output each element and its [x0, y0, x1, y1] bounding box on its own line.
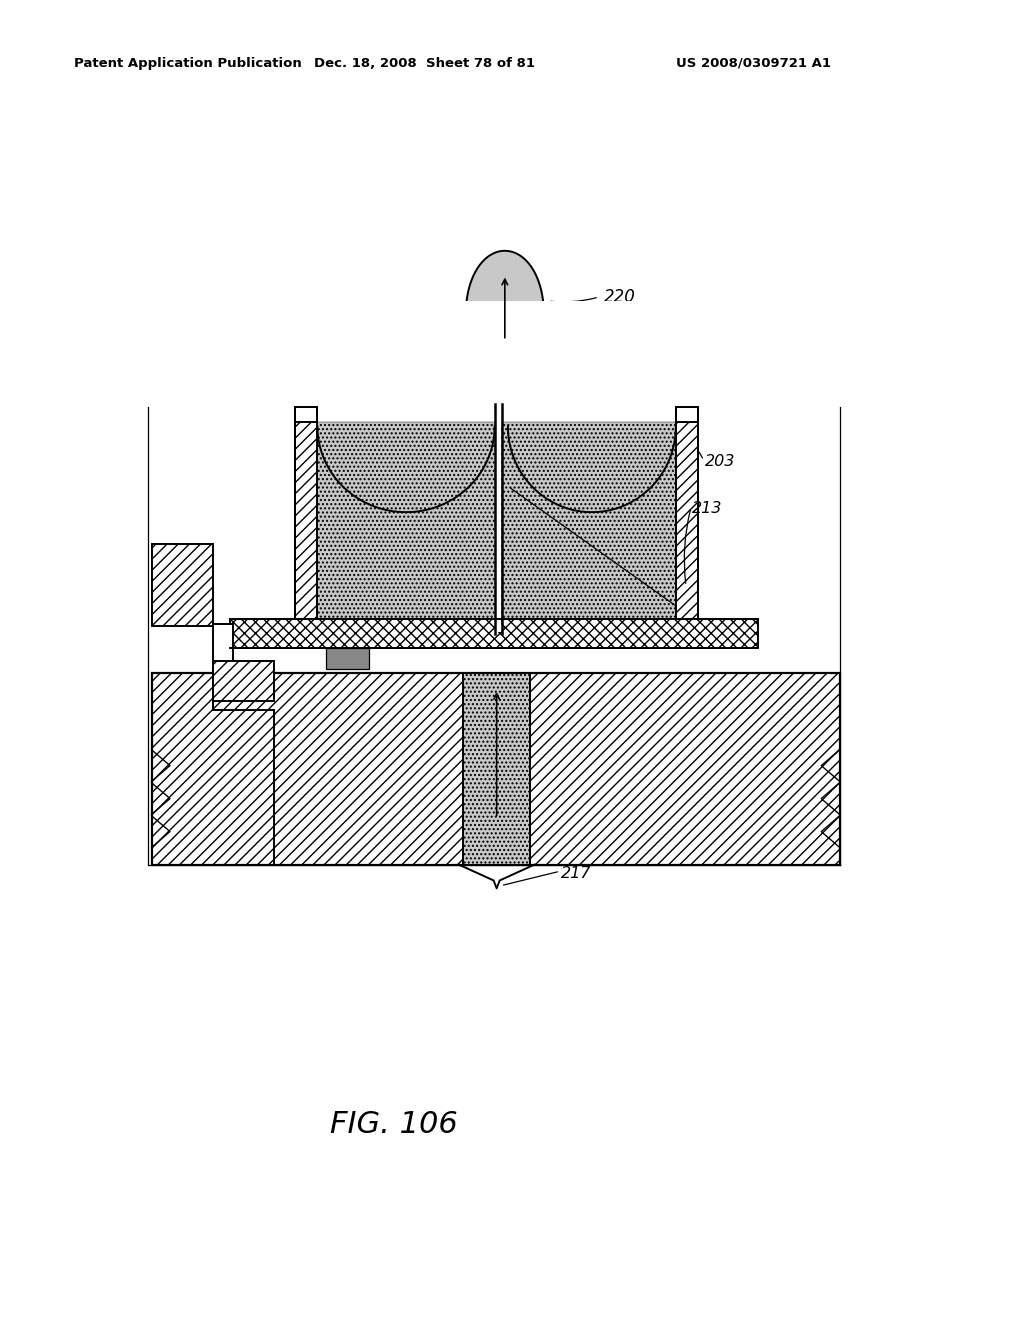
Bar — [295, 301, 750, 407]
Text: Patent Application Publication: Patent Application Publication — [74, 57, 301, 70]
Text: 215: 215 — [442, 374, 473, 388]
Text: 217: 217 — [561, 866, 592, 882]
Bar — [295, 407, 317, 422]
Bar — [213, 661, 274, 701]
Bar — [676, 407, 698, 422]
Bar — [463, 673, 530, 865]
Bar — [676, 407, 698, 422]
Text: US 2008/0309721 A1: US 2008/0309721 A1 — [676, 57, 830, 70]
Text: 222: 222 — [512, 374, 543, 388]
Bar — [213, 624, 233, 701]
Text: 223: 223 — [330, 381, 360, 396]
Bar — [152, 673, 840, 865]
Bar — [463, 673, 530, 865]
Bar — [152, 544, 213, 626]
Text: 203: 203 — [705, 454, 735, 470]
Bar — [230, 619, 758, 648]
Bar — [326, 648, 369, 669]
Bar — [676, 407, 698, 422]
Bar — [496, 421, 501, 632]
Bar — [295, 407, 317, 422]
Polygon shape — [466, 251, 544, 383]
Text: 220: 220 — [604, 288, 636, 306]
Bar — [295, 407, 317, 422]
Text: 213: 213 — [692, 500, 723, 516]
Bar — [676, 422, 698, 634]
Text: Dec. 18, 2008  Sheet 78 of 81: Dec. 18, 2008 Sheet 78 of 81 — [314, 57, 536, 70]
Text: FIG. 106: FIG. 106 — [331, 1110, 458, 1139]
Bar — [317, 422, 676, 634]
Bar — [295, 422, 317, 634]
Bar — [317, 422, 676, 634]
